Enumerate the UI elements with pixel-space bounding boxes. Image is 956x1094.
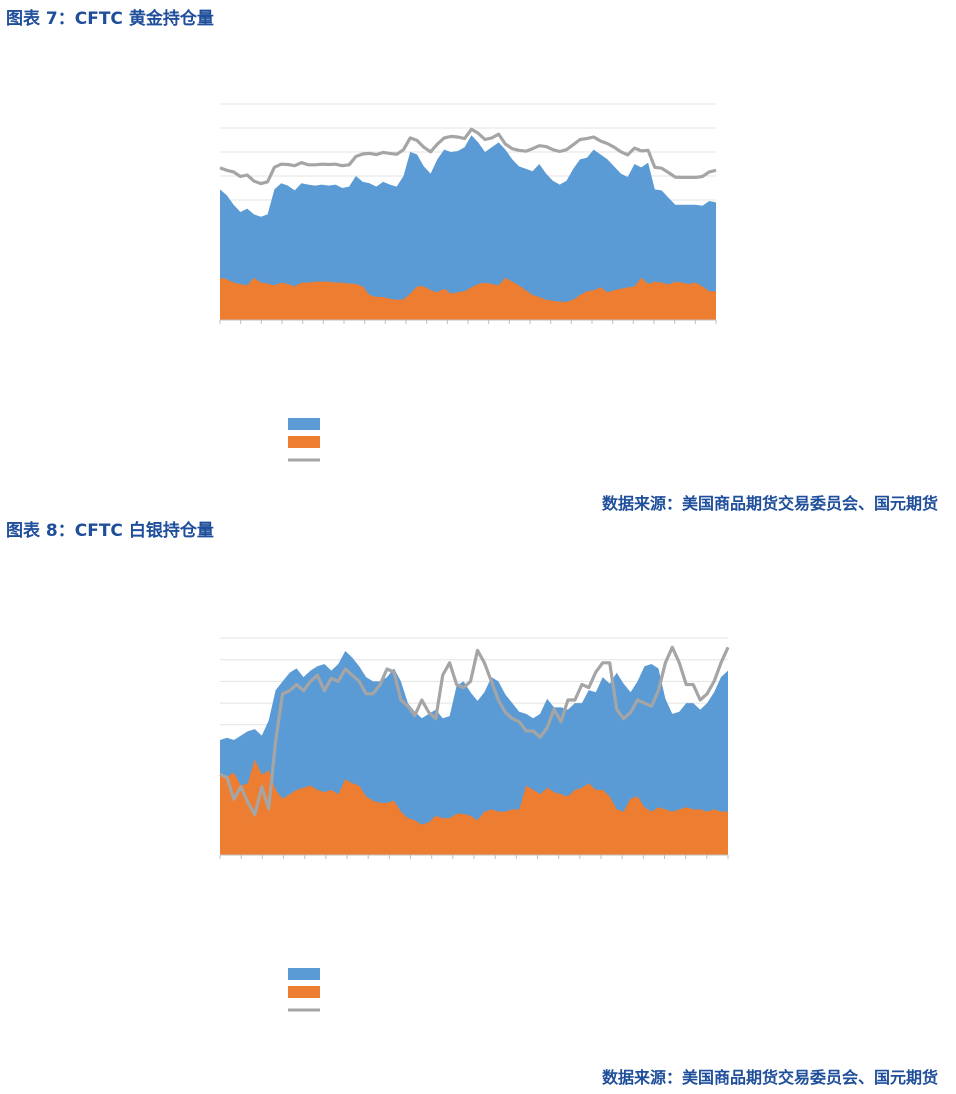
short-position-area [220,759,728,855]
legend-short-swatch [288,986,320,998]
gold-position-chart [219,103,717,462]
legend-long-swatch [288,418,320,430]
silver-position-chart [219,637,730,1012]
figure-8-title: 图表 8：CFTC 白银持仓量 [6,521,214,541]
figure-7-title: 图表 7：CFTC 黄金持仓量 [6,9,214,29]
short-position-area [220,277,716,320]
figure-8-source: 数据来源：美国商品期货交易委员会、国元期货 [601,1068,938,1087]
net-position-line [219,645,730,817]
legend-long-swatch [288,968,320,980]
figure-7-source: 数据来源：美国商品期货交易委员会、国元期货 [601,494,938,513]
net-position-line [219,127,717,186]
long-position-area [220,135,716,320]
legend-short-swatch [288,436,320,448]
